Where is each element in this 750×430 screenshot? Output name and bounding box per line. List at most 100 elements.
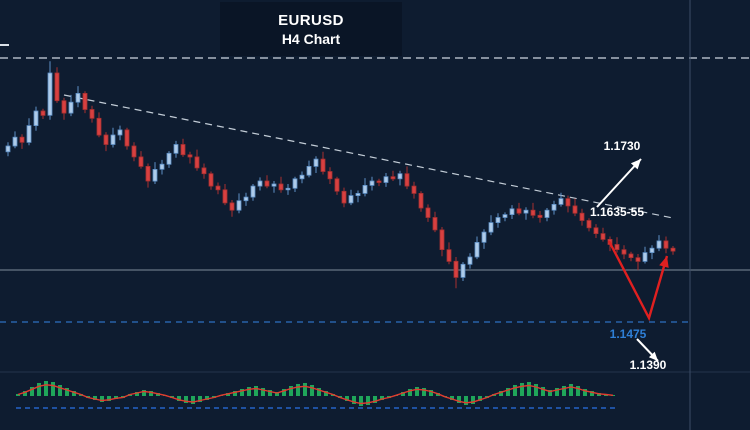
oscillator-bar [23, 391, 27, 396]
oscillator-bar [569, 384, 573, 396]
oscillator-bar [457, 396, 461, 403]
oscillator-bar [58, 385, 62, 396]
oscillator-bar [359, 396, 363, 406]
price-label: 1.1390 [630, 358, 667, 372]
oscillator-bar [198, 396, 202, 402]
oscillator-bar [324, 391, 328, 396]
oscillator-bar [142, 390, 146, 396]
oscillator-bar [583, 389, 587, 396]
candle [257, 180, 263, 187]
candle [229, 202, 235, 211]
candle [278, 183, 284, 191]
candle [208, 173, 214, 187]
candle [628, 253, 634, 258]
oscillator-bar [205, 396, 209, 400]
candle [621, 249, 627, 255]
candle [649, 247, 655, 253]
oscillator-bar [44, 381, 48, 396]
oscillator-bar [534, 384, 538, 396]
candle [47, 72, 53, 116]
candle [250, 185, 256, 198]
oscillator-bar [422, 388, 426, 396]
candle [348, 195, 354, 204]
oscillator-bar [72, 391, 76, 396]
candle [390, 176, 396, 180]
oscillator-bar [478, 396, 482, 401]
candle [306, 165, 312, 176]
candle [187, 154, 193, 158]
candle [271, 183, 277, 187]
bearish-then-bullish-path-arrow-head [659, 256, 669, 268]
candle [138, 156, 144, 167]
candle [89, 109, 95, 119]
candle [264, 180, 270, 187]
candle [292, 178, 298, 189]
candle [313, 158, 319, 167]
candle [397, 173, 403, 180]
oscillator-bar [415, 387, 419, 396]
candle [558, 198, 564, 205]
candle [502, 214, 508, 218]
candle [194, 156, 200, 169]
oscillator-bar [555, 388, 559, 396]
oscillator-bar [93, 396, 97, 400]
candle [355, 192, 361, 196]
bullish-projection-arrow-head [630, 159, 641, 170]
oscillator-bar [527, 382, 531, 396]
candle [236, 200, 242, 211]
oscillator-bar [247, 387, 251, 396]
candle [509, 208, 515, 216]
oscillator-bar [240, 389, 244, 396]
symbol-title: EURUSD [278, 11, 344, 29]
oscillator-bar [576, 386, 580, 396]
candle [131, 145, 137, 158]
candle [96, 117, 102, 136]
oscillator-bar [317, 388, 321, 396]
candle [145, 165, 151, 182]
oscillator-bar [30, 387, 34, 396]
oscillator-bar [107, 396, 111, 401]
candle [299, 174, 305, 180]
candle [320, 158, 326, 172]
oscillator-bar [408, 389, 412, 396]
candle [565, 198, 571, 207]
candle [439, 229, 445, 250]
candle [537, 214, 543, 218]
oscillator-bar [373, 396, 377, 403]
candle [425, 207, 431, 218]
candle [411, 185, 417, 194]
oscillator-bar [149, 391, 153, 396]
oscillator-bar [506, 388, 510, 396]
candle [103, 134, 109, 145]
oscillator-bar [37, 383, 41, 396]
candle [600, 233, 606, 240]
candle [75, 93, 81, 103]
oscillator-bar [590, 391, 594, 396]
candle [432, 217, 438, 231]
oscillator-bar [464, 396, 468, 405]
candle [523, 209, 529, 214]
oscillator-bar [191, 396, 195, 404]
candle [544, 209, 550, 218]
candle [670, 247, 676, 252]
candle [467, 256, 473, 265]
oscillator-bar [289, 386, 293, 396]
candle [572, 205, 578, 214]
candle [327, 171, 333, 180]
candle [180, 144, 186, 156]
oscillator-signal-line [17, 384, 614, 405]
price-label: 1.1475 [610, 327, 647, 341]
candle [61, 100, 67, 114]
oscillator-bar [268, 390, 272, 396]
candle [663, 240, 669, 249]
oscillator-bar [345, 396, 349, 401]
candle [82, 93, 88, 110]
candle [446, 249, 452, 262]
oscillator-bar [303, 383, 307, 396]
breakdown-arrow-head [648, 351, 658, 361]
oscillator-bar [51, 382, 55, 396]
candle [215, 185, 221, 191]
candle [418, 192, 424, 209]
bearish-then-bullish-path-arrow [607, 240, 669, 322]
